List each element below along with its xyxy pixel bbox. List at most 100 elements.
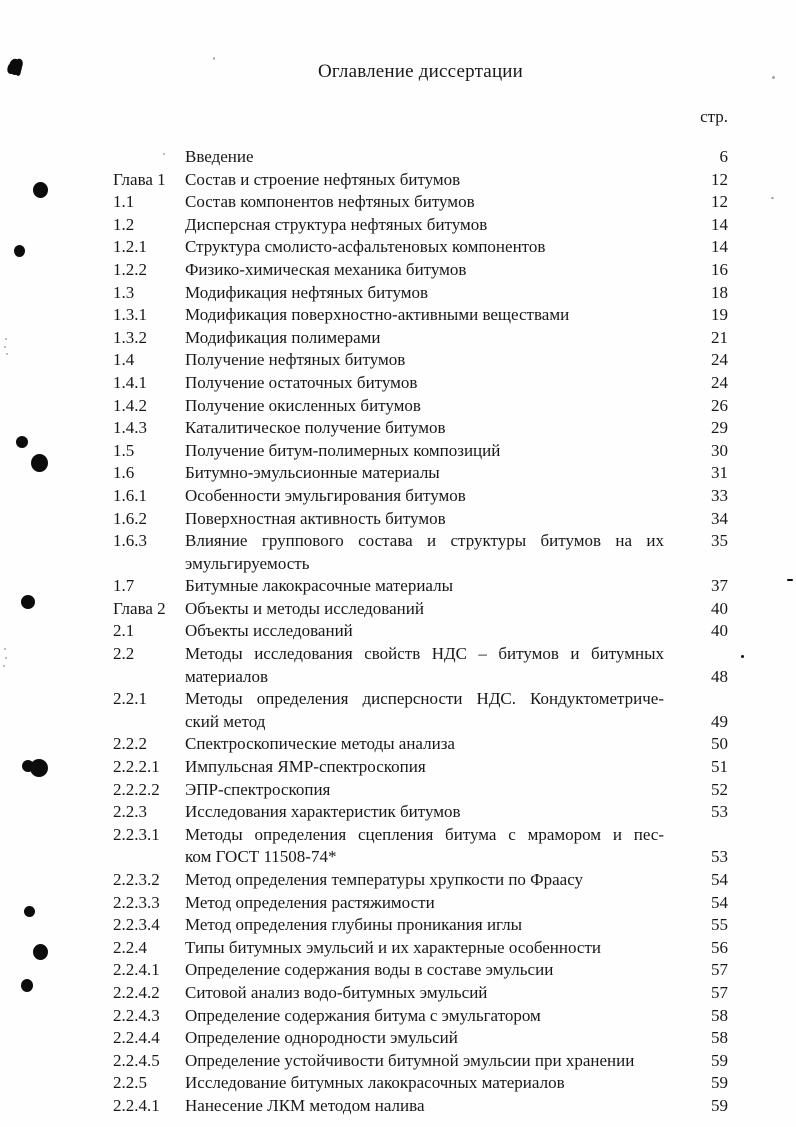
toc-entry-number: 2.2.4.5 [113, 1050, 160, 1070]
toc-entry-title: Получение нефтяных битумов [185, 349, 690, 372]
toc-entry-page-number: 26 [711, 395, 728, 415]
toc-entry: 1.2 Дисперсная структура нефтяных битумов… [113, 214, 728, 237]
toc-entry-number: 1.3.2 [113, 327, 147, 347]
toc-entry-title: Модификация полимерами [185, 327, 690, 350]
toc-entry-title-line: Метод определения температуры хрупкости … [185, 870, 584, 889]
toc-entry-title-line: Состав и строение нефтяных битумов [185, 169, 461, 189]
toc-entry-title-line: Ситовой анализ водо-битумных эмульсий [185, 982, 488, 1002]
toc-entry-number: 2.2.5 [113, 1073, 147, 1093]
toc-entry-title-line: Исследование битумных лакокрасочных мате… [185, 1073, 565, 1093]
toc-entry: 2.2.4.3 Определение содержания битума с э… [113, 1005, 728, 1028]
toc-entry-page-number: 34 [711, 508, 728, 528]
toc-entry: 1.2.2 Физико-химическая механика битумов 1… [113, 259, 728, 282]
toc-entry-title: Метод определения температуры хрупкости … [185, 869, 690, 892]
toc-entry-page-number: 50 [711, 734, 728, 754]
toc-entry-page-number: 24 [711, 350, 728, 370]
toc-entry-number: 2.2.3.2 [113, 870, 160, 889]
toc-entry-number: 2.2.3.1 [113, 824, 160, 844]
toc-entry-title: Метод определения глубины проникания игл… [185, 914, 690, 937]
toc-entry-page-number: 18 [711, 282, 728, 302]
toc-entry-title: Дисперсная структура нефтяных битумов [185, 214, 690, 237]
toc-entry-number: 2.2.1 [113, 689, 147, 709]
toc-entry: 1.6.3 Влияние группового состава и структ… [113, 530, 728, 575]
toc-entry-title-line: Физико-химическая механика битумов [185, 259, 467, 279]
toc-entry-number: 1.5 [113, 440, 135, 460]
toc-entry: 1.3.1 Модификация поверхностно-активными … [113, 304, 728, 327]
toc-entry-page-number: 53 [711, 847, 728, 867]
toc-entry: 1.4 Получение нефтяных битумов 24 [113, 349, 728, 372]
toc-entry-page-number: 12 [711, 192, 728, 212]
toc-entry-page-number: 52 [711, 779, 728, 799]
toc-entry-page-number: 12 [711, 169, 728, 189]
toc-entry-title-line: Каталитическое получение битумов [185, 418, 446, 438]
ink-speck-mark [772, 76, 775, 79]
toc-entry-page-number: 33 [711, 485, 728, 505]
toc-entry-title: Исследование битумных лакокрасочных мате… [185, 1072, 690, 1095]
toc-entry-page-number: 55 [711, 915, 728, 935]
toc-entry-number: 1.4.1 [113, 372, 147, 392]
toc-entry: 2.2.3.4 Метод определения глубины проника… [113, 914, 728, 937]
toc-entry-page-number: 16 [711, 259, 728, 279]
toc-entry: Глава 2 Объекты и методы исследований 40 [113, 598, 728, 621]
ink-blob-mark [31, 454, 48, 472]
toc-entry-title-line: Методы определения дисперсности НДС. Кон… [185, 689, 664, 709]
toc-entry: 1.4.3 Каталитическое получение битумов 29 [113, 417, 728, 440]
toc-entry-title: Определение однородности эмульсий [185, 1027, 690, 1050]
page-title: Оглавление диссертации [317, 61, 524, 82]
ink-speck-mark [4, 648, 6, 650]
toc-entry-page-number: 54 [711, 892, 728, 912]
toc-entry-number: 1.6.1 [113, 485, 147, 505]
toc-entry-page-number: 56 [711, 937, 728, 957]
toc-entry: 2.2.2 Спектроскопические методы анализа 50 [113, 733, 728, 756]
toc-entry-title: Получение остаточных битумов [185, 372, 690, 395]
toc-entry-title-line: Дисперсная структура нефтяных битумов [185, 214, 488, 234]
toc-entry: 2.2.5 Исследование битумных лакокрасочных… [113, 1072, 728, 1095]
toc-entry-title-line: Поверхностная активность битумов [185, 508, 446, 528]
toc-entry: 2.2.4.1 Нанесение ЛКМ методом налива 59 [113, 1095, 728, 1118]
toc-entry-number: 1.3 [113, 282, 135, 302]
toc-entry-title-line: ком ГОСТ 11508-74* [185, 847, 337, 867]
toc-entry-title: Методы исследования свойств НДС – битумо… [185, 643, 690, 688]
toc-entry-number: 2.1 [113, 621, 135, 641]
toc-entry-title: Особенности эмульгирования битумов [185, 485, 690, 508]
ink-speck-mark [213, 57, 215, 60]
toc-entry-title: Битумные лакокрасочные материалы [185, 575, 690, 598]
toc-entry-title: Модификация поверхностно-активными вещес… [185, 304, 690, 327]
toc-entry-number: 1.4.3 [113, 418, 147, 438]
toc-entry: Глава 1 Состав и строение нефтяных битумо… [113, 169, 728, 192]
toc-entry-title-line: Битумно-эмульсионные материалы [185, 463, 440, 483]
toc-entry-number: 2.2.4.2 [113, 982, 160, 1002]
toc-entry: 2.2.2.2 ЭПР-спектроскопия 52 [113, 779, 728, 802]
toc-entry-title: Спектроскопические методы анализа [185, 733, 690, 756]
toc-entry: 2.2.4.4 Определение однородности эмульсий… [113, 1027, 728, 1050]
toc-entry-title-line: Получение окисленных битумов [185, 395, 421, 415]
toc-entry-title-line: Импульсная ЯМР-спектроскопия [185, 757, 426, 777]
toc-entry: 2.2.3.3 Метод определения растяжимости 54 [113, 892, 728, 915]
toc-entry-title-line: Модификация нефтяных битумов [185, 282, 429, 302]
toc-entry-title-line: Структура смолисто-асфальтеновых компоне… [185, 237, 546, 257]
toc-entry-title: Каталитическое получение битумов [185, 417, 690, 440]
toc-entry-number: 2.2 [113, 644, 135, 664]
toc-entry-title: Типы битумных эмульсий и их характерные … [185, 937, 690, 960]
toc-entry-page-number: 35 [711, 531, 728, 551]
toc-entry-page-number: 14 [711, 237, 728, 257]
ink-speck-mark [6, 353, 8, 355]
ink-blob-mark [741, 655, 744, 658]
toc-entry-number: 1.1 [113, 192, 135, 212]
toc-entry-page-number: 59 [711, 1050, 728, 1070]
toc-entry-page-number: 6 [719, 147, 729, 166]
toc-entry-title: Нанесение ЛКМ методом налива [185, 1095, 690, 1118]
toc-entry-page-number: 19 [711, 305, 728, 325]
toc-entry-number: 2.2.4.1 [113, 960, 160, 980]
ink-dash-mark [787, 579, 793, 581]
toc-entry-page-number: 14 [711, 214, 728, 234]
toc-entry-title-line: Метод определения глубины проникания игл… [185, 915, 523, 935]
toc-entry: 2.2.2.1 Импульсная ЯМР-спектроскопия 51 [113, 756, 728, 779]
toc-entry-title: Ситовой анализ водо-битумных эмульсий [185, 982, 690, 1005]
toc-entry-number: 2.2.4.3 [113, 1005, 160, 1025]
toc-entry-title: Модификация нефтяных битумов [185, 282, 690, 305]
toc-entry-title: Получение битум-полимерных композиций [185, 440, 690, 463]
toc-entry-page-number: 54 [711, 870, 728, 889]
toc-entry-title: Определение содержания битума с эмульгат… [185, 1005, 690, 1028]
